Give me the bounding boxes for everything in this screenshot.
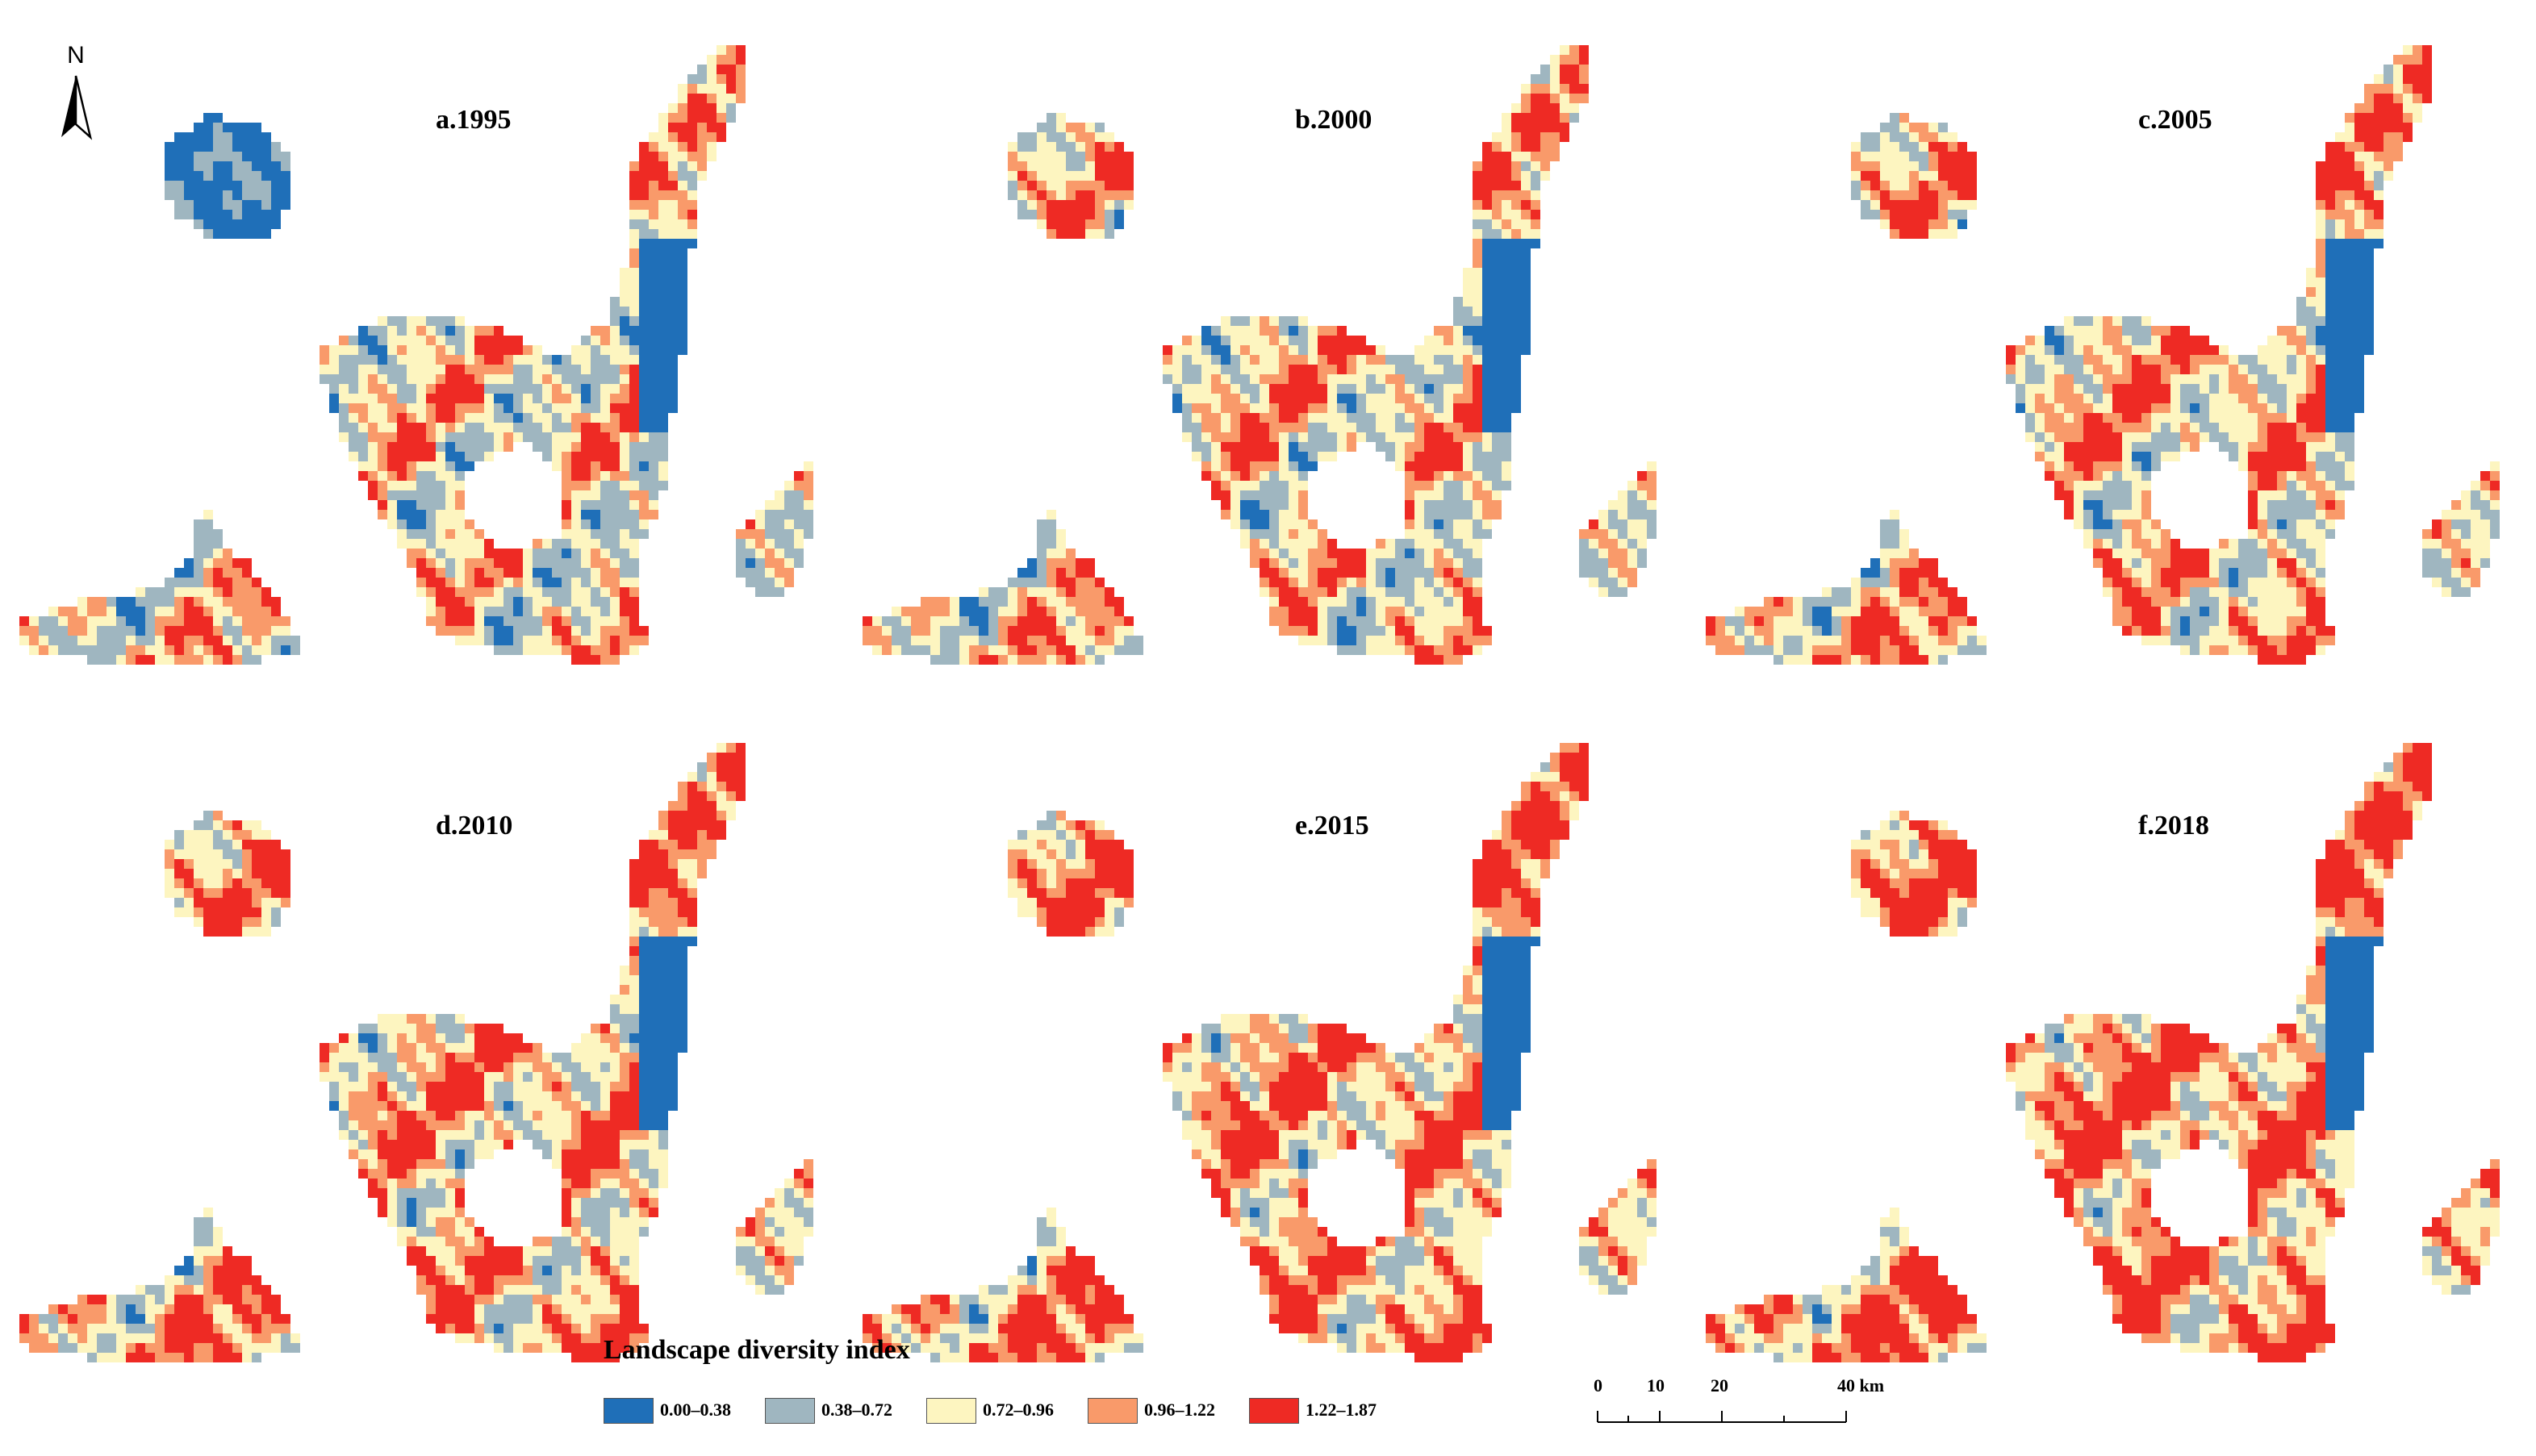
legend-swatch (604, 1398, 654, 1424)
map-panel-f: f.2018 (1686, 714, 2531, 1424)
map-b (863, 45, 1657, 665)
legend-swatch (765, 1398, 815, 1424)
map-e (863, 743, 1657, 1362)
legend-label: 0.00–0.38 (660, 1400, 731, 1420)
scale-bar-line (1597, 1411, 1847, 1423)
panel-title-f: f.2018 (2138, 811, 2209, 841)
panel-title-e: e.2015 (1295, 811, 1369, 841)
scale-label: 0 (1594, 1375, 1602, 1396)
map-a (19, 45, 813, 665)
map-panel-b: b.2000 (843, 16, 1688, 726)
diversity-raster (19, 743, 813, 1362)
map-f (1706, 743, 2500, 1362)
legend-swatch (926, 1398, 976, 1424)
map-panel-e: e.2015 (843, 714, 1688, 1424)
map-panel-c: c.2005 (1686, 16, 2531, 726)
panel-title-c: c.2005 (2138, 105, 2212, 135)
map-panel-d: d.2010 (0, 714, 845, 1424)
legend-label: 0.38–0.72 (821, 1400, 892, 1420)
map-panel-a: a.1995 (0, 16, 845, 726)
scale-label: 20 (1711, 1375, 1728, 1396)
legend-label: 1.22–1.87 (1306, 1400, 1377, 1420)
scale-label: 40 km (1837, 1375, 1885, 1396)
map-d (19, 743, 813, 1362)
panel-title-a: a.1995 (436, 105, 512, 135)
panel-title-b: b.2000 (1295, 105, 1372, 135)
legend-swatch (1088, 1398, 1138, 1424)
legend-title: Landscape diversity index (604, 1335, 910, 1365)
diversity-raster (19, 45, 813, 665)
diversity-raster (1706, 45, 2500, 665)
diversity-raster (1706, 743, 2500, 1362)
map-c (1706, 45, 2500, 665)
north-arrow: N (52, 42, 100, 147)
diversity-raster (863, 45, 1657, 665)
panel-title-d: d.2010 (436, 811, 513, 841)
diversity-raster (863, 743, 1657, 1362)
north-arrow-icon (61, 75, 93, 140)
legend-label: 0.96–1.22 (1144, 1400, 1215, 1420)
scale-label: 10 (1647, 1375, 1665, 1396)
legend: Landscape diversity index 0.00–0.38 0.38… (604, 1335, 1410, 1440)
scale-bar: 0 10 20 40 km (1594, 1375, 1884, 1432)
legend-label: 0.72–0.96 (983, 1400, 1054, 1420)
legend-swatch (1249, 1398, 1299, 1424)
north-letter: N (67, 42, 85, 69)
